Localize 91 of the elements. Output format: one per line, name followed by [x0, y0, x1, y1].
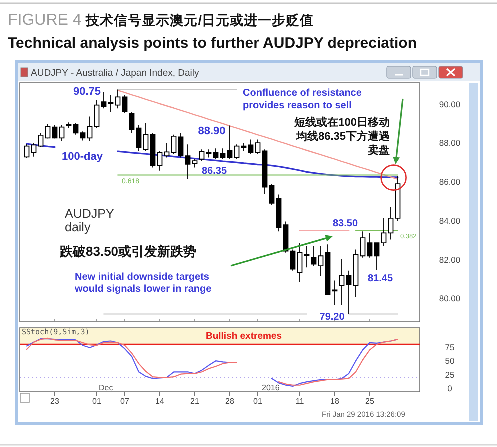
candlestick [325, 244, 331, 296]
band-label: Bullish extremes [206, 331, 282, 342]
candlestick [101, 92, 107, 110]
chart-subtitle: Technical analysis points to further AUDJPY depreciation [8, 35, 417, 52]
y-tick-label: 84.00 [439, 216, 461, 226]
annotation: 90.75 [73, 86, 101, 98]
text: AUDJPY - Australia / Japan Index, Daily [31, 68, 200, 79]
candlestick [304, 246, 310, 268]
series-label: 100-day [62, 151, 104, 163]
candlestick [164, 142, 170, 158]
x-tick-label: 07 [120, 397, 130, 406]
candlestick [346, 270, 352, 315]
candlestick [213, 148, 219, 160]
y-tick-label: 90.00 [439, 99, 461, 110]
x-tick-label: 21 [190, 397, 200, 406]
y-tick-label: 82.00 [439, 254, 461, 265]
candlestick [178, 132, 184, 158]
candlestick [269, 184, 275, 206]
annotation: 81.45 [368, 274, 394, 285]
x-tick-label: 14 [156, 397, 165, 406]
candlestick [206, 149, 212, 158]
candlestick [66, 122, 72, 129]
candlestick [241, 142, 247, 152]
x-tick-label: 28 [226, 397, 235, 406]
candlestick [185, 144, 191, 180]
candlestick [318, 246, 324, 276]
annotation: Dec [99, 384, 114, 392]
x-tick-label: 23 [50, 397, 60, 406]
candlestick [143, 122, 149, 152]
annotation: 跌破83.50或引发新跌势 [59, 244, 197, 259]
candlestick [311, 246, 317, 266]
candlestick [24, 144, 30, 159]
annotation: AUDJPY daily [65, 207, 115, 234]
candlestick [227, 125, 233, 160]
x-tick-label: 18 [330, 397, 340, 406]
candlestick [157, 150, 163, 172]
candlestick [360, 231, 366, 258]
x-tick-label: 25 [366, 397, 375, 406]
candlestick [199, 149, 205, 162]
candlestick [108, 94, 114, 112]
candlestick [122, 94, 128, 114]
candlestick [115, 89, 121, 110]
annotation: 83.50 [332, 218, 358, 230]
candlestick [248, 139, 254, 155]
y-tick-label: 80.00 [439, 294, 461, 304]
candlestick [234, 144, 240, 160]
y-tick-label: 88.00 [439, 138, 461, 148]
candlestick [192, 158, 198, 168]
candlestick [290, 249, 296, 272]
y-tick-label: 50 [445, 356, 455, 366]
x-tick-label: 01 [254, 397, 263, 406]
candlestick [136, 124, 142, 152]
candlestick [381, 218, 387, 247]
y-tick-label: 75 [445, 342, 455, 352]
candlestick [150, 132, 156, 168]
annotation: New initial downside targets would signals lower in range [74, 272, 212, 295]
candlestick [94, 100, 100, 129]
annotation: 2016 [262, 384, 280, 392]
candlestick [332, 280, 338, 306]
candlestick [87, 116, 93, 142]
candlestick [367, 232, 373, 258]
candlestick [339, 258, 345, 306]
candlestick [220, 148, 226, 160]
y-tick-label: 25 [445, 370, 455, 380]
annotation: 88.90 [198, 126, 226, 138]
x-tick-label: 11 [296, 397, 305, 406]
y-tick-label: 86.00 [439, 177, 461, 188]
candlestick [45, 124, 51, 140]
chart-title: FIGURE 4 技术信号显示澳元/日元或进一步贬值 [8, 12, 314, 29]
candlestick [374, 242, 380, 271]
annotation: 短线或在100日移动均线86.35下方遭遇卖盘 [294, 116, 390, 157]
annotation: 79.20 [320, 312, 346, 324]
candlestick [262, 149, 268, 194]
candlestick [276, 194, 282, 232]
candlestick [353, 249, 359, 298]
y-tick-label: 0 [448, 384, 453, 394]
candlestick [52, 124, 58, 140]
candlestick [73, 122, 79, 136]
annotation: Confluence of resistance provides reason to sell [243, 88, 362, 112]
candlestick [255, 139, 261, 155]
candlestick [388, 206, 394, 240]
candlestick [297, 242, 303, 283]
x-tick-label: 01 [92, 397, 102, 406]
candlestick [80, 131, 86, 142]
candlestick [59, 124, 65, 142]
candlestick [38, 133, 44, 148]
candlestick [171, 134, 177, 155]
candlestick [395, 176, 401, 222]
candlestick [31, 142, 37, 158]
annotation: 86.35 [202, 166, 228, 177]
candlestick [129, 112, 135, 134]
